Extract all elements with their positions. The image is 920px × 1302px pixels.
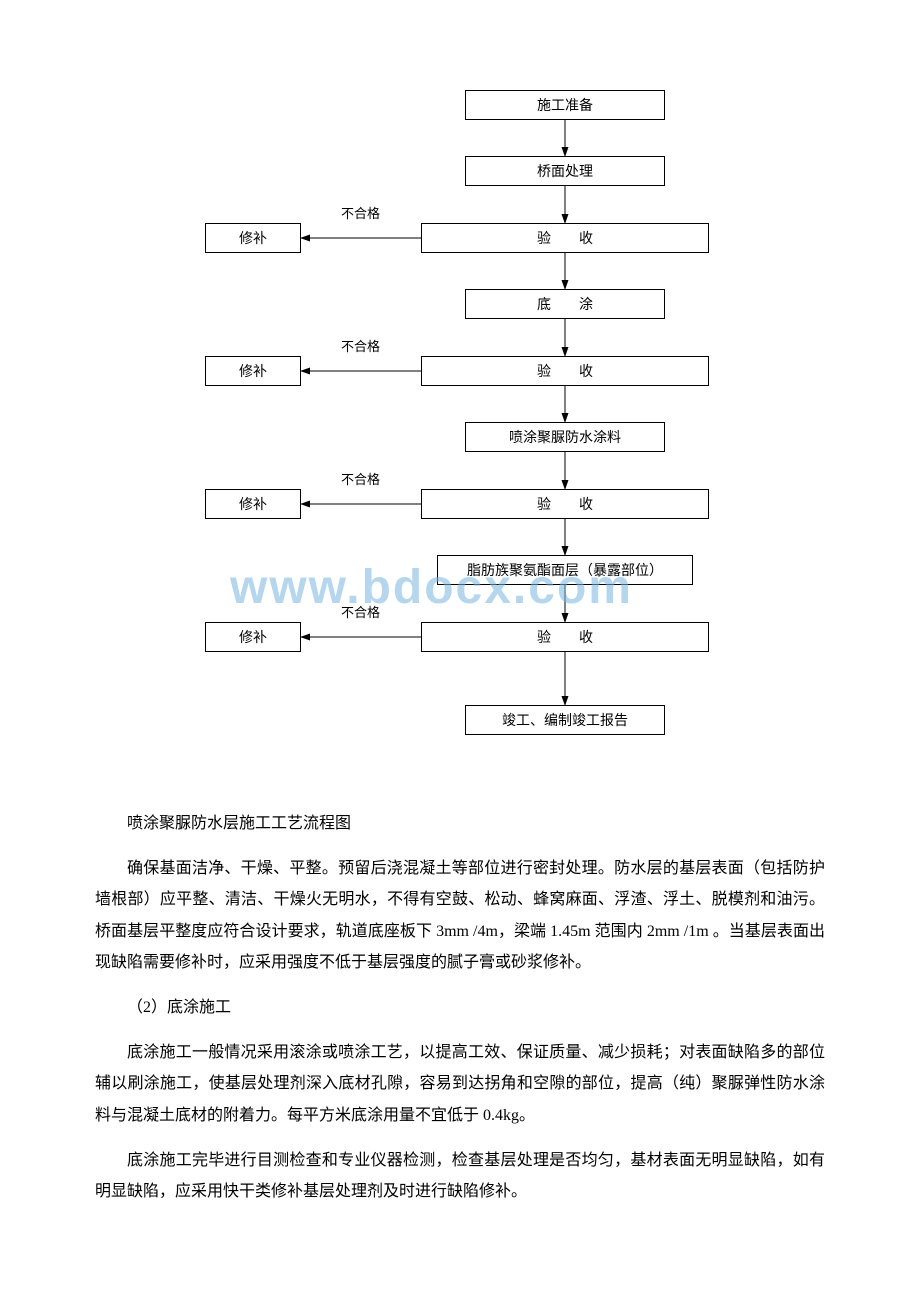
flow-edge-label-0: 不合格 bbox=[341, 203, 380, 222]
paragraph-1: 确保基面洁净、干燥、平整。预留后浇混凝土等部位进行密封处理。防水层的基层表面（包… bbox=[95, 853, 825, 978]
flow-node-n9: 验 收 bbox=[421, 622, 709, 652]
flow-edge-label-2: 不合格 bbox=[341, 469, 380, 488]
flow-node-r1: 修补 bbox=[205, 223, 301, 253]
flowchart: www.bdocx.com 施工准备桥面处理验 收底 涂验 收喷涂聚脲防水涂料验… bbox=[205, 90, 725, 790]
flow-node-n6: 喷涂聚脲防水涂料 bbox=[465, 422, 665, 452]
flow-node-n7: 验 收 bbox=[421, 489, 709, 519]
flow-node-n1: 施工准备 bbox=[465, 90, 665, 120]
flow-edge-label-1: 不合格 bbox=[341, 336, 380, 355]
flow-caption: 喷涂聚脲防水层施工工艺流程图 bbox=[95, 810, 825, 837]
flow-node-r3: 修补 bbox=[205, 489, 301, 519]
flow-edge-label-3: 不合格 bbox=[341, 602, 380, 621]
flow-node-n2: 桥面处理 bbox=[465, 156, 665, 186]
paragraph-2: 底涂施工一般情况采用滚涂或喷涂工艺，以提高工效、保证质量、减少损耗；对表面缺陷多… bbox=[95, 1037, 825, 1131]
flow-node-n5: 验 收 bbox=[421, 356, 709, 386]
subheading-1: （2）底涂施工 bbox=[95, 992, 825, 1023]
flow-node-n8: 脂肪族聚氨酯面层（暴露部位） bbox=[437, 555, 693, 585]
flow-node-n4: 底 涂 bbox=[465, 289, 665, 319]
flow-node-n3: 验 收 bbox=[421, 223, 709, 253]
flow-node-r2: 修补 bbox=[205, 356, 301, 386]
paragraph-3: 底涂施工完毕进行目测检查和专业仪器检测，检查基层处理是否均匀，基材表面无明显缺陷… bbox=[95, 1145, 825, 1207]
flow-node-r4: 修补 bbox=[205, 622, 301, 652]
flow-node-n10: 竣工、编制竣工报告 bbox=[465, 705, 665, 735]
